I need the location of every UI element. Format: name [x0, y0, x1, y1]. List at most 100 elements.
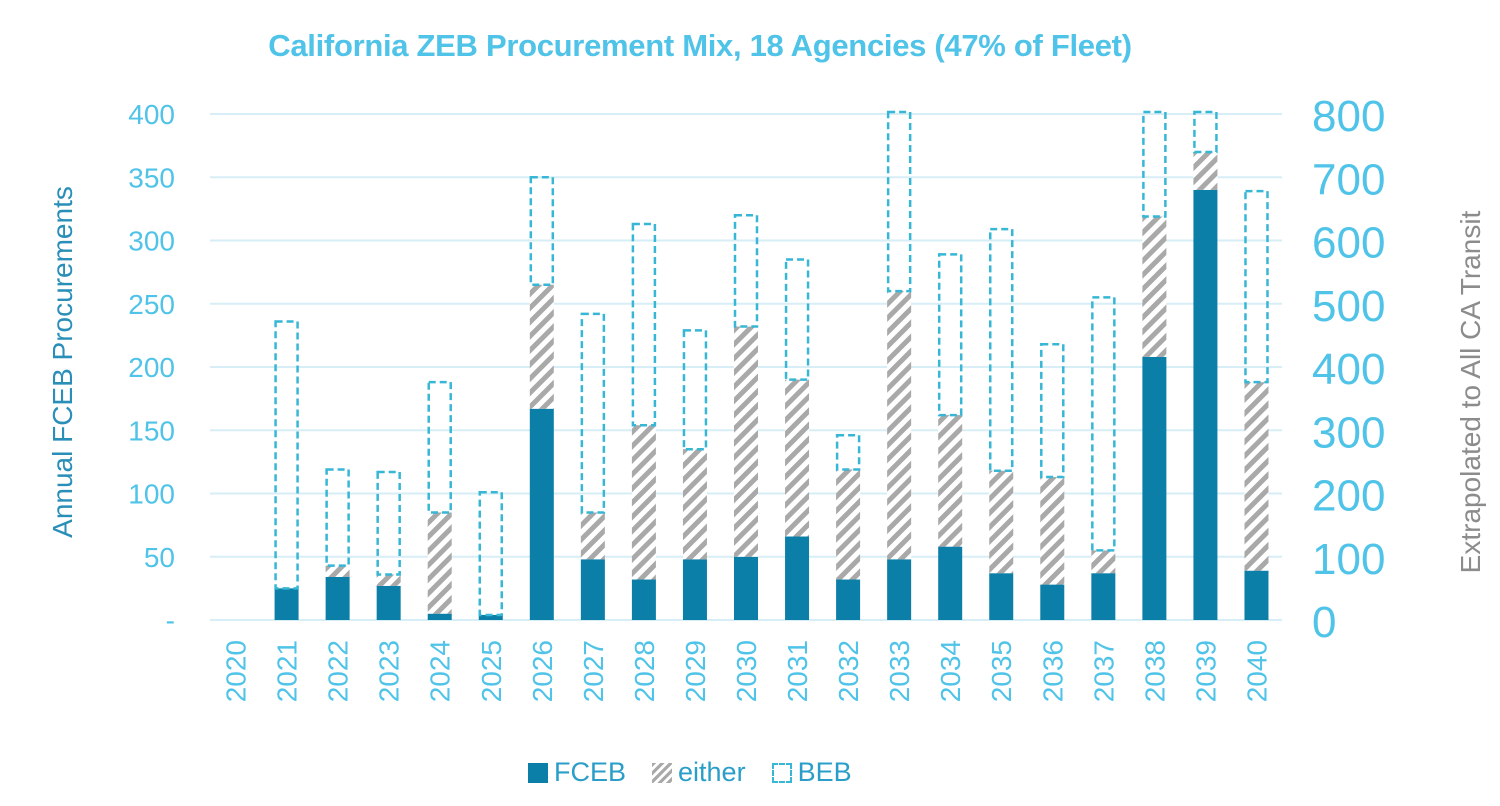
legend-label-fceb: FCEB: [554, 757, 627, 787]
x-tick-label: 2034: [935, 640, 966, 702]
bar-fceb: [1193, 189, 1218, 620]
x-tick-label: 2040: [1241, 640, 1272, 702]
y-tick-label: 250: [128, 289, 175, 320]
bar-fceb: [734, 556, 758, 620]
y-tick-label: 150: [128, 415, 175, 446]
bar-fceb: [836, 579, 861, 620]
x-tick-label: 2026: [527, 640, 558, 702]
x-tick-label: 2025: [476, 640, 507, 702]
bar-fceb: [1244, 570, 1269, 620]
bar-beb: [886, 110, 912, 293]
x-tick-label: 2031: [782, 640, 813, 702]
bar-beb: [376, 470, 401, 576]
gridlines: [210, 113, 1282, 621]
y-tick-label: 100: [128, 479, 175, 510]
legend: FCEB either BEB: [528, 757, 878, 788]
bar-beb: [478, 490, 504, 617]
legend-item-fceb: FCEB: [528, 757, 626, 788]
legend-swatch-beb: [771, 762, 792, 783]
bar-beb: [1244, 189, 1269, 384]
bar-fceb: [887, 559, 912, 620]
bar-beb: [1091, 296, 1116, 552]
bar-fceb: [1091, 573, 1116, 620]
x-tick-label: 2022: [323, 640, 354, 702]
x-tick-label: 2035: [986, 640, 1017, 702]
bar-fceb: [274, 588, 299, 620]
bar-fceb: [938, 546, 963, 620]
y2-tick-label: 600: [1312, 219, 1385, 268]
legend-label-beb: BEB: [797, 757, 852, 787]
bar-beb: [682, 329, 708, 451]
bar-either: [1091, 550, 1116, 574]
x-tick-label: 2030: [731, 640, 762, 702]
bar-beb: [835, 434, 861, 471]
y2-tick-label: 700: [1312, 155, 1385, 204]
x-tick-label: 2023: [374, 640, 405, 702]
bar-fceb: [376, 585, 401, 620]
y2-axis-title: Extrapolated to All CA Transit: [1455, 210, 1486, 573]
legend-item-beb: BEB: [771, 757, 852, 788]
bar-fceb: [427, 613, 452, 620]
bar-either: [631, 425, 656, 580]
bar-beb: [784, 258, 810, 381]
x-tick-label: 2039: [1190, 640, 1221, 702]
y2-tick-label: 200: [1312, 472, 1385, 521]
x-tick-label: 2036: [1037, 640, 1068, 702]
x-tick-label: 2021: [272, 640, 303, 702]
bar-fceb: [1040, 584, 1065, 620]
legend-label-either: either: [678, 757, 746, 787]
y-tick-label: 50: [144, 542, 175, 573]
bar-either: [325, 565, 350, 577]
bar-beb: [988, 227, 1014, 472]
bar-beb: [1142, 110, 1167, 218]
x-tick-label: 2024: [425, 640, 456, 702]
y2-tick-label: 800: [1312, 92, 1385, 141]
bar-beb: [325, 468, 350, 567]
x-tick-label: 2020: [221, 640, 252, 702]
x-tick-label: 2028: [629, 640, 660, 702]
x-tick-label: 2029: [680, 640, 711, 702]
bar-either: [887, 291, 912, 560]
y-tick-label: 200: [128, 352, 175, 383]
x-tick-label: 2037: [1088, 640, 1119, 702]
bar-fceb: [478, 614, 503, 620]
bar-fceb: [529, 408, 554, 620]
bar-beb: [733, 213, 759, 328]
bar-either: [427, 512, 452, 614]
bar-either: [1142, 216, 1167, 357]
bar-beb: [1040, 342, 1065, 479]
bar-fceb: [325, 576, 350, 620]
bar-fceb: [785, 536, 810, 620]
bar-beb: [631, 222, 657, 427]
bar-fceb: [682, 559, 707, 620]
bar-fceb: [1142, 356, 1167, 620]
y-tick-label: 300: [128, 226, 175, 257]
bar-either: [1244, 382, 1269, 571]
bar-fceb: [580, 559, 605, 620]
y-axis-title: Annual FCEB Procurements: [47, 186, 78, 538]
y2-tick-label: 300: [1312, 408, 1385, 457]
bar-either: [1193, 151, 1218, 190]
y2-tick-label: 0: [1312, 598, 1336, 647]
x-tick-label: 2032: [833, 640, 864, 702]
bar-either: [529, 284, 554, 409]
axes: - 50 100 150 200 250 300 350 400 0 100 200 300 400 500…: [47, 92, 1486, 702]
x-tick-label: 2027: [578, 640, 609, 702]
x-tick-label: 2038: [1139, 640, 1170, 702]
chart-title: California ZEB Procurement Mix, 18 Agenc…: [268, 28, 1132, 63]
bar-either: [682, 449, 707, 560]
bar-either: [938, 415, 963, 547]
bar-either: [734, 326, 758, 557]
bar-beb: [529, 176, 555, 287]
bar-beb: [1193, 110, 1218, 154]
bar-either: [989, 470, 1014, 574]
y-tick-label: 400: [128, 99, 175, 130]
x-tick-label: 2033: [884, 640, 915, 702]
bar-either: [1040, 477, 1065, 585]
bars: [274, 110, 1269, 620]
bar-fceb: [989, 573, 1014, 620]
legend-swatch-fceb: [528, 762, 548, 783]
bar-beb: [580, 312, 606, 514]
bar-either: [580, 512, 605, 560]
